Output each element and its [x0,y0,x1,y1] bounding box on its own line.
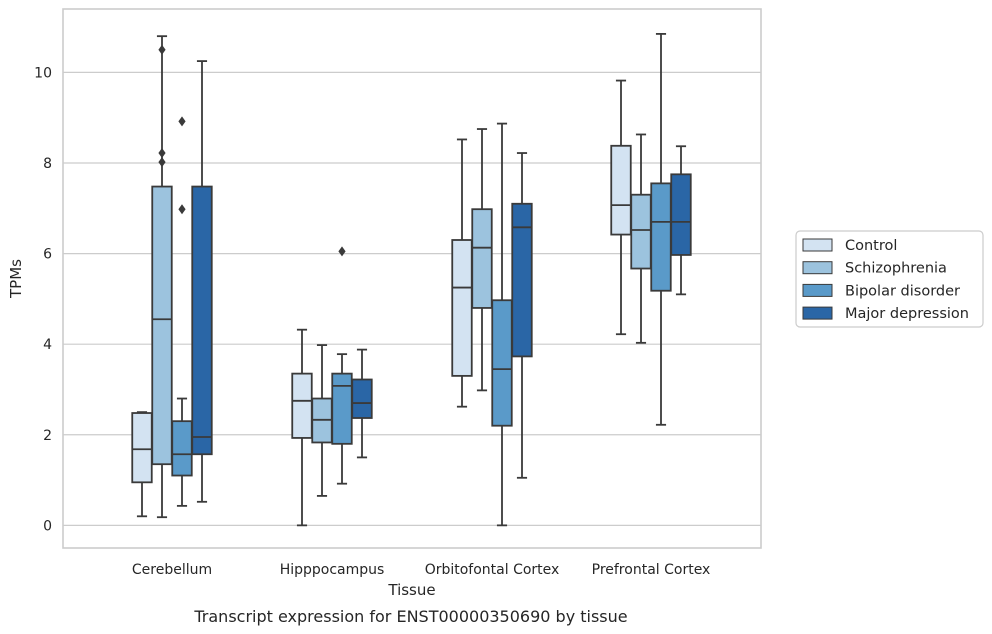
x-tick-label: Prefrontal Cortex [592,562,711,578]
y-tick-label: 0 [43,518,52,534]
box-control [131,411,153,518]
box-bipolar-disorder [331,246,353,485]
outlier-point [178,116,186,127]
box-iqr [610,144,632,236]
box-bipolar-disorder [491,122,513,527]
box-iqr [171,420,193,477]
plot-frame [62,8,762,549]
y-tick-label: 10 [34,65,52,81]
box-iqr [451,239,473,377]
box-schizophrenia [630,133,652,344]
x-tick-label: Cerebellum [132,562,212,578]
legend-entry: Major depression [845,306,969,322]
box-iqr [491,299,513,427]
legend-entry: Control [845,238,897,254]
box-major-depression [670,145,692,296]
y-tick-label: 6 [43,247,52,263]
box-iqr [151,185,173,466]
outlier-point [338,246,346,257]
outlier-point [158,44,166,55]
box-iqr [670,173,692,256]
chart-title: Transcript expression for ENST0000035069… [193,607,627,626]
box-iqr [191,185,213,456]
y-axis-label: TPMs [7,259,25,299]
box-iqr [650,182,672,292]
box-iqr [331,372,353,445]
outlier-point [158,157,166,168]
x-tick-label: Orbitofontal Cortex [425,562,560,578]
legend-swatch [802,261,833,275]
outlier-point [158,148,166,159]
box-bipolar-disorder [171,116,193,507]
box-iqr [511,202,533,358]
legend-entry: Schizophrenia [845,261,947,277]
box-schizophrenia [151,35,173,519]
box-control [291,328,313,527]
box-iqr [351,378,373,419]
box-plot-marks [131,33,692,527]
box-iqr [471,208,493,309]
legend-swatch [802,238,833,252]
box-iqr [291,372,313,439]
box-major-depression [191,60,213,503]
y-tick-label: 8 [43,156,52,172]
box-major-depression [511,152,533,479]
legend: Control Schizophrenia Bipolar disorder Majo… [795,230,984,328]
x-tick-label: Hipppocampus [280,562,385,578]
box-control [451,138,473,408]
y-tick-label: 4 [43,337,52,353]
x-axis-label: Tissue [387,581,435,599]
legend-frame [795,230,984,328]
y-tick-label: 2 [43,428,52,444]
box-bipolar-disorder [650,33,672,426]
legend-entry: Bipolar disorder [845,283,960,299]
outlier-point [178,204,186,215]
box-schizophrenia [311,344,333,497]
box-iqr [131,412,153,484]
box-iqr [630,193,652,270]
y-axis-ticks: 0 2 4 6 8 10 [34,65,52,534]
box-control [610,79,632,336]
legend-swatch [802,283,833,297]
box-schizophrenia [471,128,493,392]
legend-swatch [802,306,833,320]
box-major-depression [351,348,373,459]
x-axis-ticks: Cerebellum Hipppocampus Orbitofontal Corte… [132,562,710,578]
